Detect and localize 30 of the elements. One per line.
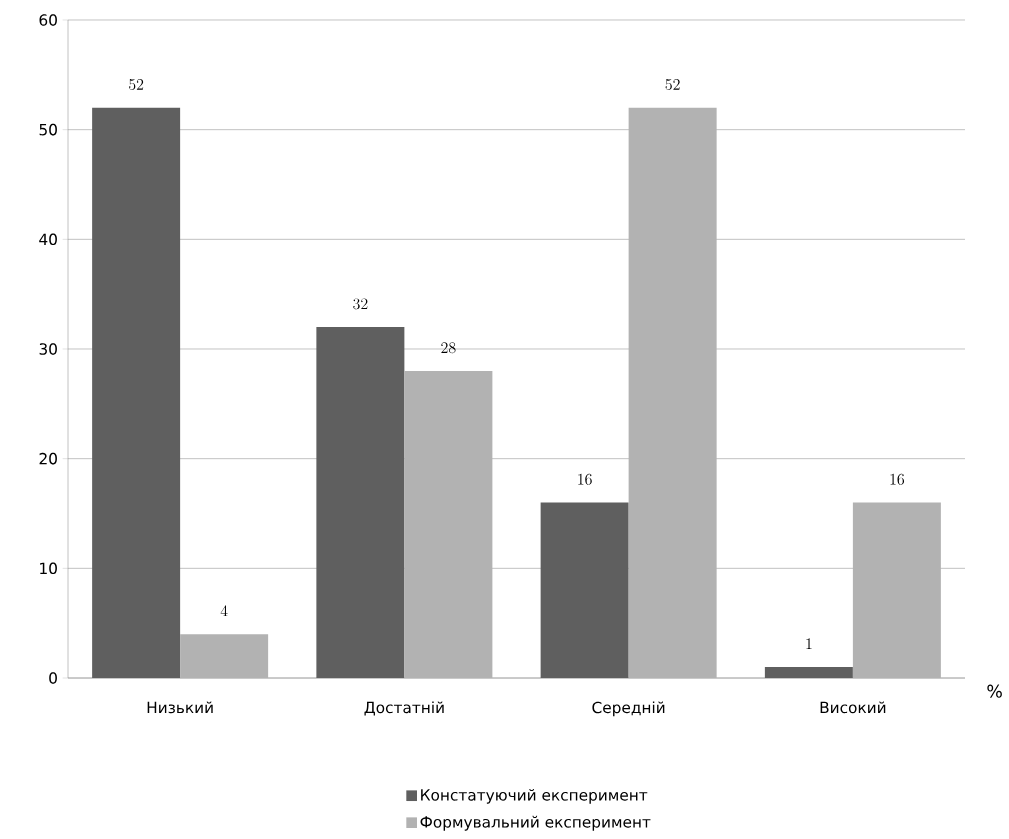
y-tick-label: 60: [39, 14, 57, 26]
y-tick-label: 20: [39, 452, 57, 465]
x-tick-label: Високий: [820, 701, 886, 714]
bar: [540, 502, 629, 678]
data-label: 28: [441, 342, 456, 354]
data-label: 32: [353, 298, 368, 310]
data-label: 52: [129, 79, 144, 91]
bar: [852, 502, 941, 678]
x-tick-label: Низький: [147, 701, 213, 714]
bar: [316, 327, 405, 678]
y-tick-label: 40: [39, 233, 57, 246]
data-label: 4: [220, 605, 228, 617]
y-tick-label: 10: [40, 562, 57, 575]
x-tick-label: Середній: [592, 701, 665, 717]
y-tick-label: 30: [39, 343, 57, 355]
y-tick-label: 0: [49, 672, 57, 684]
legend-label: Констатуючий експеримент: [421, 788, 648, 804]
data-label: 1: [806, 638, 812, 649]
legend-label: Формувальний експеримент: [420, 815, 651, 831]
data-label: 16: [890, 473, 905, 485]
y-tick-label: 50: [39, 123, 57, 136]
x-tick-label: Достатній: [364, 701, 444, 716]
data-label: 16: [578, 473, 592, 485]
bar: [180, 634, 269, 678]
x-axis-title: %: [987, 684, 1002, 698]
bar: [764, 667, 853, 678]
bar: [628, 107, 717, 678]
bar: [92, 107, 181, 678]
bar: [404, 370, 493, 678]
data-label: 52: [665, 79, 680, 91]
